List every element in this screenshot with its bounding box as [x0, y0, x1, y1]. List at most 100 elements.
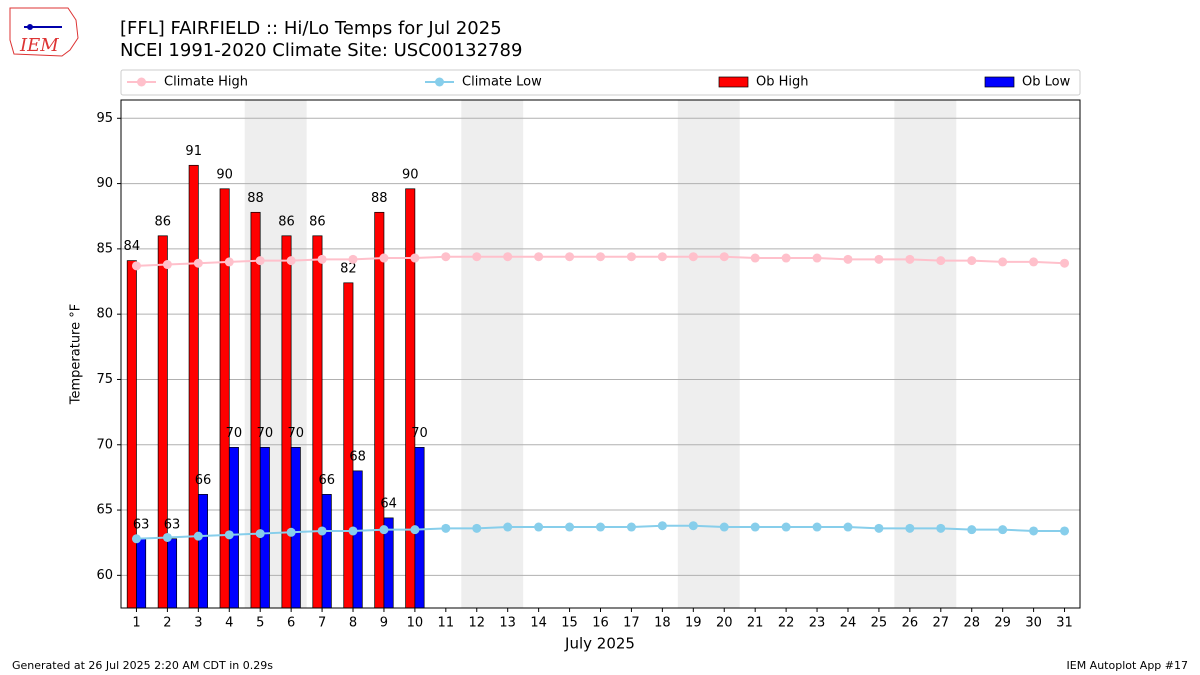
- point: [750, 522, 760, 532]
- bar: [259, 447, 270, 609]
- x-tick-label: 24: [840, 616, 857, 631]
- x-tick-label: 25: [871, 616, 888, 631]
- point: [874, 254, 884, 264]
- data-label: 63: [164, 517, 181, 532]
- data-label: 64: [380, 496, 397, 511]
- point: [719, 522, 729, 532]
- point: [626, 252, 636, 262]
- logo-dot: [27, 24, 33, 30]
- point: [348, 526, 358, 536]
- point: [286, 527, 296, 537]
- x-tick-label: 10: [407, 616, 424, 631]
- x-axis-label: July 2025: [564, 635, 635, 653]
- point: [565, 252, 575, 262]
- point: [472, 523, 482, 533]
- point: [874, 523, 884, 533]
- point: [967, 256, 977, 266]
- footer-right: IEM Autoplot App #17: [1067, 659, 1189, 672]
- data-label: 84: [124, 239, 141, 254]
- x-tick-label: 18: [654, 616, 671, 631]
- bar: [126, 260, 137, 609]
- point: [596, 252, 605, 262]
- point: [936, 256, 946, 266]
- point: [1029, 526, 1039, 536]
- logo-outline: [9, 7, 79, 57]
- x-tick-label: 1: [132, 616, 140, 631]
- data-label: 91: [185, 144, 202, 159]
- y-tick-label: 60: [96, 568, 113, 583]
- legend-swatch: [984, 76, 1015, 88]
- bar: [374, 211, 385, 609]
- point: [131, 261, 141, 271]
- point: [503, 252, 513, 262]
- point: [441, 523, 451, 533]
- point: [719, 252, 729, 262]
- point: [503, 522, 513, 532]
- x-tick-label: 15: [561, 616, 578, 631]
- x-tick-label: 22: [778, 616, 795, 631]
- x-tick-label: 16: [592, 616, 609, 631]
- chart-subtitle: NCEI 1991-2020 Climate Site: USC00132789: [120, 40, 522, 61]
- bar: [157, 235, 168, 609]
- x-tick-label: 19: [685, 616, 702, 631]
- data-label: 70: [288, 426, 305, 441]
- point: [998, 525, 1008, 535]
- point: [224, 257, 234, 267]
- legend-label: Ob Low: [1022, 75, 1071, 90]
- data-label: 66: [318, 473, 335, 488]
- point: [286, 256, 296, 266]
- bar: [321, 494, 332, 609]
- x-tick-label: 27: [933, 616, 950, 631]
- point: [472, 252, 482, 262]
- y-tick-label: 90: [96, 176, 113, 191]
- x-tick-label: 31: [1056, 616, 1073, 631]
- point: [565, 522, 575, 532]
- x-tick-label: 30: [1025, 616, 1042, 631]
- point: [812, 253, 822, 263]
- point: [688, 252, 698, 262]
- point: [410, 525, 420, 535]
- point: [255, 256, 265, 266]
- point: [224, 530, 234, 540]
- weekend-band: [461, 100, 524, 608]
- point: [688, 521, 698, 531]
- point: [534, 522, 544, 532]
- data-label: 88: [247, 191, 264, 206]
- point: [534, 252, 544, 262]
- bar: [405, 188, 416, 609]
- point: [193, 258, 203, 268]
- point: [379, 525, 389, 535]
- bar: [290, 447, 301, 609]
- bar: [197, 494, 208, 609]
- point: [1060, 526, 1070, 536]
- x-tick-label: 13: [499, 616, 516, 631]
- point: [657, 521, 667, 531]
- x-tick-label: 28: [963, 616, 980, 631]
- data-label: 86: [278, 214, 295, 229]
- bar: [167, 538, 178, 609]
- point: [317, 526, 327, 536]
- legend-marker: [137, 77, 146, 87]
- point: [967, 525, 977, 535]
- data-label: 70: [411, 426, 428, 441]
- x-tick-label: 12: [468, 616, 485, 631]
- plot-frame: [120, 99, 1081, 609]
- x-tick-label: 7: [318, 616, 326, 631]
- point: [317, 254, 327, 264]
- point: [410, 253, 420, 263]
- x-tick-label: 4: [225, 616, 233, 631]
- point: [812, 522, 822, 532]
- data-label: 68: [349, 449, 366, 464]
- point: [1060, 258, 1070, 268]
- point: [750, 253, 760, 263]
- data-label: 70: [226, 426, 243, 441]
- data-label: 86: [154, 214, 171, 229]
- point: [843, 522, 853, 532]
- point: [936, 523, 946, 533]
- point: [379, 253, 389, 263]
- data-label: 90: [216, 167, 233, 182]
- bar: [352, 470, 363, 609]
- legend-marker: [435, 77, 444, 87]
- data-label: 63: [133, 517, 150, 532]
- point: [998, 257, 1008, 267]
